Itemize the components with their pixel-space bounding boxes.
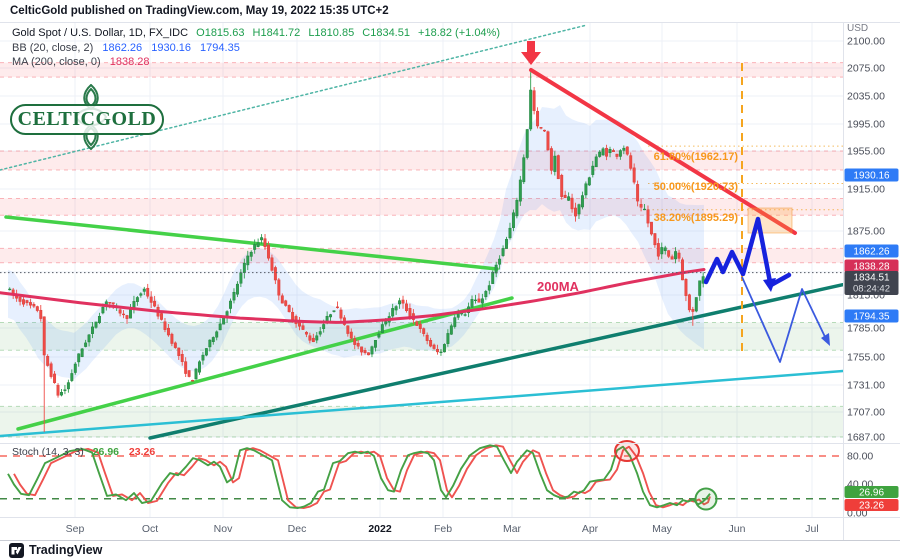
svg-text:80.00: 80.00 [847, 451, 873, 463]
svg-text:1731.00: 1731.00 [847, 380, 885, 392]
svg-text:2035.00: 2035.00 [847, 91, 885, 103]
header-title: CelticGold published on TradingView.com,… [10, 5, 389, 17]
red-down-arrow [521, 41, 541, 65]
svg-text:2075.00: 2075.00 [847, 63, 885, 75]
tradingview-brand: TradingView [29, 543, 103, 557]
svg-text:1794.35: 1794.35 [853, 312, 890, 323]
svg-text:Dec: Dec [288, 523, 307, 535]
svg-text:1875.00: 1875.00 [847, 226, 885, 238]
tradingview-logo[interactable]: TradingView [9, 542, 103, 558]
ma200-line [0, 268, 706, 324]
svg-text:Nov: Nov [214, 523, 233, 535]
projection-thin [741, 276, 828, 363]
svg-text:1755.00: 1755.00 [847, 352, 885, 364]
svg-text:Feb: Feb [434, 523, 452, 535]
price-badge: 1794.35 [844, 309, 899, 323]
stochastic-pane [0, 440, 843, 511]
bollinger-cloud [8, 105, 704, 380]
svg-text:Jun: Jun [729, 523, 746, 535]
svg-text:26.96: 26.96 [859, 488, 884, 499]
svg-text:Sep: Sep [66, 523, 85, 535]
svg-text:USD: USD [847, 23, 868, 34]
svg-text:1955.00: 1955.00 [847, 146, 885, 158]
projection-bold [703, 216, 773, 285]
svg-text:1915.00: 1915.00 [847, 184, 885, 196]
stoch-highlight-circle [694, 487, 718, 511]
fib-retracement-lines [648, 145, 843, 211]
svg-text:23.26: 23.26 [859, 501, 884, 512]
svg-text:1834.51: 1834.51 [853, 273, 890, 284]
tradingview-icon [9, 542, 24, 558]
price-badge: 26.96 [844, 486, 899, 499]
footer: TradingView [0, 541, 900, 559]
svg-text:May: May [652, 523, 673, 535]
svg-text:1687.00: 1687.00 [847, 432, 885, 444]
svg-text:Oct: Oct [142, 523, 158, 535]
grid [0, 23, 843, 517]
price-badge: 1838.28 [844, 259, 899, 273]
svg-text:Mar: Mar [503, 523, 522, 535]
header-bar: CelticGold published on TradingView.com,… [0, 0, 900, 23]
price-badge: 1862.26 [844, 244, 899, 258]
support-resistance-zones [0, 62, 843, 438]
svg-text:1930.16: 1930.16 [853, 171, 890, 182]
price-badge: 23.26 [844, 499, 899, 512]
svg-text:2022: 2022 [368, 523, 392, 535]
svg-text:08:24:42: 08:24:42 [853, 284, 890, 295]
stoch-highlight-circle [614, 440, 640, 462]
svg-text:1785.00: 1785.00 [847, 323, 885, 335]
svg-text:Jul: Jul [805, 523, 818, 535]
price-axis[interactable]: USD 2100.00 2075.00 2035.00 1995.00 1955.00 19… [844, 23, 899, 520]
svg-text:1707.00: 1707.00 [847, 407, 885, 419]
price-badge: 1930.16 [844, 168, 899, 182]
svg-text:1995.00: 1995.00 [847, 119, 885, 131]
svg-text:1838.28: 1838.28 [853, 262, 890, 273]
svg-text:Apr: Apr [582, 523, 599, 535]
time-axis[interactable]: Sep Oct Nov Dec 2022 Feb Mar Apr May Jun Jul [66, 523, 819, 535]
svg-text:1862.26: 1862.26 [853, 247, 890, 258]
svg-text:2100.00: 2100.00 [847, 36, 885, 48]
